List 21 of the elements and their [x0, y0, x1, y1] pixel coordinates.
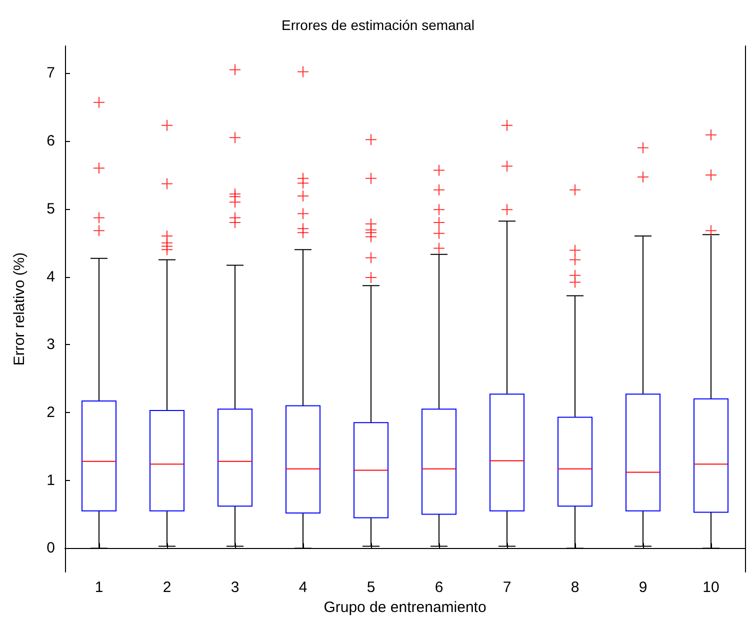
- chart-title: Errores de estimación semanal: [282, 17, 474, 33]
- y-tick-label: 0: [46, 540, 55, 557]
- x-tick-label: 7: [502, 579, 512, 596]
- x-tick-label: 1: [94, 579, 104, 596]
- x-tick-label: 6: [434, 579, 444, 596]
- y-tick-label: 2: [46, 404, 55, 422]
- x-tick-label: 9: [638, 579, 648, 596]
- y-tick-label: 5: [46, 200, 55, 218]
- x-tick-label: 8: [570, 579, 580, 596]
- y-tick-label: 4: [46, 268, 55, 286]
- y-tick-label: 7: [46, 64, 55, 82]
- y-tick-label: 6: [46, 132, 55, 150]
- x-tick-label: 3: [230, 579, 240, 596]
- x-tick-label: 5: [366, 579, 376, 596]
- x-tick-label: 10: [702, 579, 720, 596]
- y-tick-label: 3: [46, 336, 55, 354]
- y-axis-title: Error relativo (%): [11, 252, 28, 366]
- y-tick-label: 1: [46, 472, 55, 489]
- x-axis-title: Grupo de entrenamiento: [324, 598, 486, 616]
- x-tick-label: 2: [162, 579, 172, 596]
- x-tick-label: 4: [298, 579, 308, 596]
